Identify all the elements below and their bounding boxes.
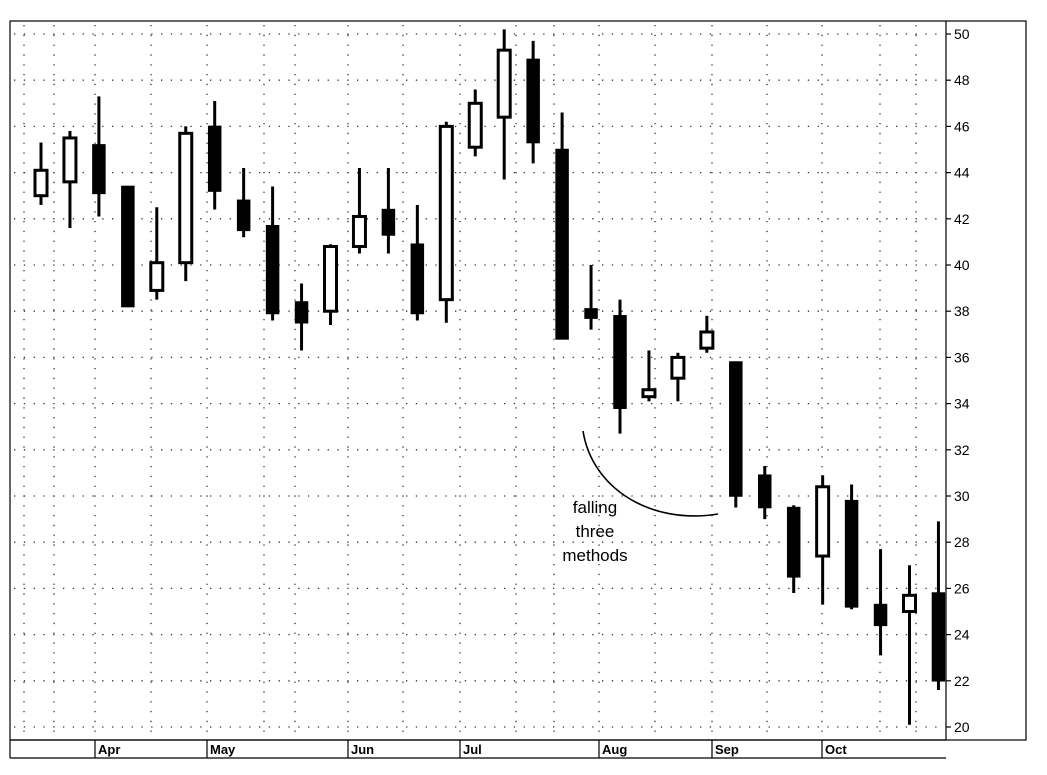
candle-22 [670,352,686,402]
candle-11 [351,167,367,254]
annotation-falling-three-methods: falling three methods [562,430,719,565]
candle-body-13 [410,243,425,315]
candle-body-0 [33,168,49,198]
candle-7 [236,167,251,238]
candle-body-18 [555,148,569,340]
candle-body-16 [496,48,512,119]
candle-27 [815,475,831,605]
candle-31 [931,521,946,691]
candle-body-3 [121,185,135,308]
month-label-5: Sep [715,742,739,757]
y-tick-label-4: 28 [954,534,970,550]
candle-body-26 [786,506,801,578]
candle-19 [584,265,598,330]
candle-6 [207,100,222,210]
candle-23 [699,315,715,353]
month-label-1: May [210,742,236,757]
candle-1 [62,131,78,229]
candle-14 [438,121,454,323]
candle-0 [33,142,49,205]
candle-body-17 [526,58,540,144]
x-axis-months: Apr May Jun Jul Aug Sep Oct [94,740,847,758]
candle-16 [496,29,512,180]
candle-20 [613,299,627,434]
candle-body-7 [236,199,251,232]
candle-10 [323,244,338,326]
candle-25 [758,465,772,520]
candle-18 [555,112,569,340]
y-tick-label-6: 32 [954,442,970,458]
candle-body-5 [178,131,194,265]
candle-5 [178,126,194,282]
y-tick-label-14: 48 [954,72,970,88]
candle-body-23 [699,330,715,350]
candle-8 [265,186,280,321]
y-tick-label-12: 44 [954,165,970,181]
y-tick-label-5: 30 [954,488,970,504]
candle-body-31 [931,592,946,682]
candle-12 [381,167,396,254]
candle-body-20 [613,315,627,409]
y-tick-label-11: 42 [954,211,970,227]
candle-body-9 [294,301,309,324]
candle-body-30 [902,593,917,614]
candle-26 [786,505,801,594]
month-label-6: Oct [825,742,847,757]
y-tick-label-10: 40 [954,257,970,273]
candle-9 [294,283,309,351]
candle-body-8 [265,224,280,315]
candle-body-11 [351,214,367,249]
candle-body-6 [207,125,222,192]
grid [14,25,942,736]
y-tick-label-2: 24 [954,627,970,643]
candle-body-10 [323,245,338,313]
candle-24 [729,361,743,508]
y-tick-label-0: 20 [954,719,970,735]
y-tick-label-3: 26 [954,580,970,596]
candle-4 [149,207,165,300]
y-tick-label-7: 34 [954,396,970,412]
candle-body-14 [438,124,454,302]
y-tick-label-1: 22 [954,673,970,689]
candle-body-24 [729,361,743,497]
candle-13 [410,204,425,321]
candle-2 [92,96,106,217]
annotation-line-2: three [576,522,615,541]
annotation-curve [582,430,719,517]
plot-frame [9,20,1027,741]
candle-3 [121,185,135,308]
candle-body-25 [758,474,772,509]
candle-30 [902,565,917,725]
candle-body-2 [92,144,106,195]
y-tick-label-8: 36 [954,349,970,365]
candle-15 [467,89,483,157]
candle-29 [873,549,888,656]
y-tick-label-9: 38 [954,303,970,319]
candle-body-1 [62,136,78,184]
candle-body-4 [149,261,165,292]
candle-body-22 [670,355,686,380]
annotation-line-1: falling [573,498,617,517]
candle-body-29 [873,603,888,627]
month-label-4: Aug [602,742,627,757]
candles [33,29,946,725]
candle-body-15 [467,101,483,149]
candle-28 [844,484,859,610]
y-tick-label-15: 50 [954,26,970,42]
candle-body-19 [584,308,598,319]
candle-17 [526,40,540,164]
candle-body-28 [844,499,859,608]
candle-body-21 [641,388,657,399]
month-label-2: Jun [351,742,374,757]
candle-21 [641,350,657,402]
month-label-3: Jul [463,742,482,757]
y-axis-ticks: 20 22 24 26 28 30 32 34 36 38 40 42 44 46 48 50 [946,26,970,735]
month-label-0: Apr [98,742,120,757]
candle-body-12 [381,208,396,236]
annotation-line-3: methods [562,546,627,565]
y-tick-label-13: 46 [954,118,970,134]
candle-body-27 [815,485,831,558]
